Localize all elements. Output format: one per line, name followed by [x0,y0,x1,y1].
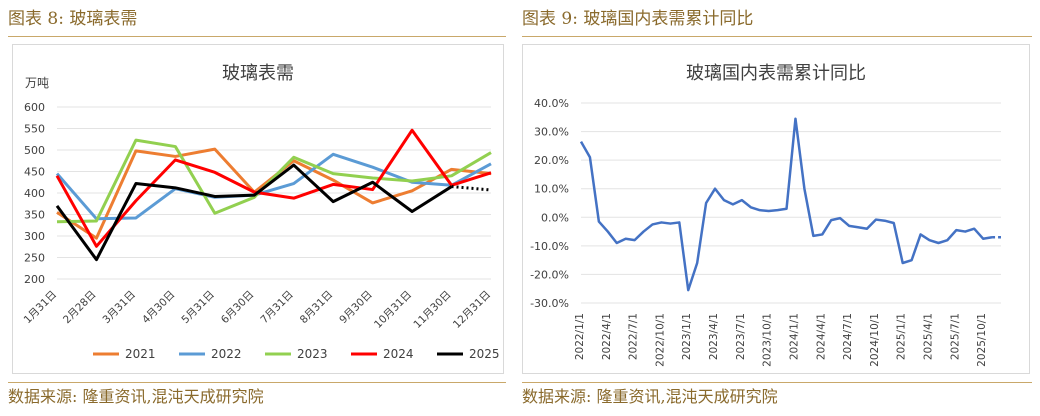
left-x-tick-label: 10月31日 [372,289,414,331]
left-y-tick-label: 250 [24,252,45,265]
left-legend-label: 2022 [211,347,242,361]
right-title-rule [522,36,1032,37]
left-y-tick-label: 200 [24,273,45,286]
right-y-tick-label: 40.0% [534,97,569,110]
right-y-tick-label: 30.0% [534,126,569,139]
right-y-tick-label: -10.0% [530,240,569,253]
left-series-2022 [55,152,492,221]
left-x-tick-label: 7月31日 [258,289,296,327]
right-x-tick-label: 2025/7/1 [949,313,961,360]
left-source-rule [8,382,506,383]
left-series-line [56,138,492,224]
left-x-tick-label: 4月30日 [140,289,178,327]
left-unit-label: 万吨 [25,76,49,90]
left-x-tick-label: 9月30日 [337,289,375,327]
right-y-tick-label: 0.0% [541,211,569,224]
left-x-tick-label: 3月31日 [101,289,139,327]
right-x-tick-label: 2025/10/1 [976,313,988,367]
right-x-tick-label: 2022/7/1 [628,313,640,360]
left-series-line [55,152,492,221]
right-x-tick-label: 2024/10/1 [869,313,881,367]
right-series-line [579,117,993,292]
right-x-tick-label: 2022/10/1 [654,313,666,367]
left-legend-label: 2024 [383,347,414,361]
left-y-tick-label: 450 [24,166,45,179]
right-x-tick-label: 2023/4/1 [708,313,720,360]
left-legend-label: 2021 [125,347,156,361]
right-y-tick-label: 20.0% [534,154,569,167]
left-series-2023 [56,138,492,224]
left-x-tick-label: 12月31日 [451,289,493,331]
right-x-tick-label: 2025/1/1 [896,313,908,360]
left-x-tick-label: 8月31日 [298,289,336,327]
right-y-tick-label: -30.0% [530,297,569,310]
left-y-tick-label: 350 [24,209,45,222]
left-legend-label: 2023 [297,347,328,361]
left-x-tick-label: 6月30日 [219,289,257,327]
left-legend-label: 2025 [469,347,500,361]
right-y-tick-label: 10.0% [534,183,569,196]
left-title-rule [8,36,506,37]
left-series-line [55,128,492,248]
right-source: 数据来源: 隆重资讯,混沌天成研究院 [522,387,778,406]
right-series [579,117,1001,292]
left-series-2025 [55,163,492,262]
right-x-tick-label: 2024/7/1 [842,313,854,360]
right-chart-panel: 玻璃国内表需累计同比 -30.0% -20.0% -10.0% 0.0% 10.0% 20.… [522,44,1030,374]
right-x-tick-label: 2024/1/1 [788,313,800,360]
right-x-tick-label: 2022/4/1 [601,313,613,360]
left-series-2024 [55,128,492,248]
left-y-tick-label: 400 [24,187,45,200]
right-x-tick-label: 2025/4/1 [923,313,935,360]
right-source-rule [522,382,1032,383]
left-source: 数据来源: 隆重资讯,混沌天成研究院 [8,387,264,406]
right-chart: 玻璃国内表需累计同比 -30.0% -20.0% -10.0% 0.0% 10.0% 20.… [530,63,1001,367]
left-figure-title: 图表 8: 玻璃表需 [8,9,138,29]
right-y-tick-label: -20.0% [530,268,569,281]
right-x-tick-label: 2023/1/1 [681,313,693,360]
left-series-line [55,163,453,262]
left-x-tick-label: 11月30日 [411,289,453,331]
left-series-forecast-line [451,185,492,192]
left-y-tick-label: 550 [24,123,45,136]
left-y-tick-label: 600 [24,101,45,114]
right-chart-title: 玻璃国内表需累计同比 [686,63,866,84]
left-y-tick-label: 500 [24,144,45,157]
left-x-tick-label: 2月28日 [61,289,99,327]
right-figure-title: 图表 9: 玻璃国内表需累计同比 [522,9,754,29]
right-x-tick-label: 2024/4/1 [815,313,827,360]
right-x-tick-label: 2023/7/1 [735,313,747,360]
left-x-tick-label: 5月31日 [179,289,217,327]
left-y-tick-label: 300 [24,230,45,243]
left-chart-title: 玻璃表需 [222,63,294,84]
left-chart-panel: 玻璃表需万吨 200 250 300 350 400 450 500 550 600 1月31日 2月… [12,44,504,374]
right-x-tick-label: 2022/1/1 [574,313,586,360]
right-x-tick-label: 2023/10/1 [762,313,774,367]
left-x-tick-label: 1月31日 [22,289,60,327]
